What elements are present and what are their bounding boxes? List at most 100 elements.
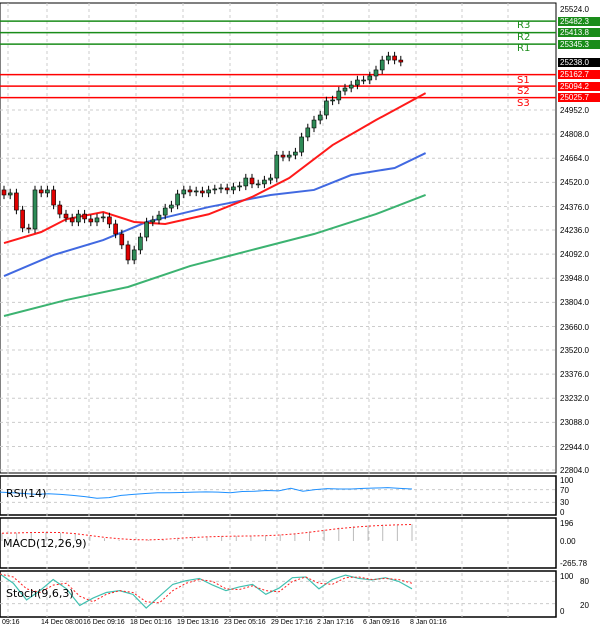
indicator-pane-frame: [0, 475, 557, 516]
candle-body: [181, 189, 187, 195]
pivot-price-tag: 25094.2: [558, 81, 600, 91]
candle-body: [7, 192, 13, 196]
stoch-label: Stoch(9,6,3): [6, 587, 74, 600]
stoch-d-line: [0, 573, 413, 604]
candle-body: [206, 189, 211, 194]
candle-body: [305, 127, 311, 138]
stoch-axis-label: 80: [580, 577, 589, 586]
candle-body: [373, 69, 379, 77]
pivot-label: R1: [517, 43, 531, 55]
current-price-tag: 25238.0: [558, 58, 600, 67]
candle-body: [392, 55, 397, 61]
candle-body: [175, 193, 180, 206]
pivot-label: S3: [517, 97, 530, 109]
candle-body: [398, 59, 404, 63]
candle-body: [330, 99, 335, 102]
price-tick-label: 23948.0: [560, 274, 589, 284]
pivot-price-tag: 25413.8: [558, 28, 600, 38]
candle-body: [311, 119, 317, 129]
price-tick-label: 24092.0: [560, 250, 589, 260]
candle-body: [88, 218, 94, 223]
candle-body: [156, 214, 162, 221]
price-tick-label: 23804.0: [560, 298, 589, 308]
time-tick-label: 19 Dec 13:16: [177, 619, 219, 626]
candle-body: [69, 217, 75, 223]
pivot-label: S2: [517, 86, 530, 98]
candle-body: [286, 154, 292, 158]
macd-signal-line: [1, 523, 413, 541]
candle-body: [1, 189, 7, 196]
candle-body: [144, 221, 149, 238]
candle-body: [63, 213, 69, 219]
price-tick-label: 25524.0: [560, 5, 589, 14]
candle-body: [76, 213, 81, 223]
candle-body: [32, 189, 38, 230]
candle-body: [193, 190, 199, 193]
time-tick-label: 8 Jan 01:16: [410, 619, 447, 626]
rsi-axis-label: 30: [560, 498, 569, 507]
rsi-label: RSI(14): [6, 487, 47, 500]
macd-axis-label: 0.00: [560, 537, 576, 546]
candle-body: [317, 114, 323, 121]
candle-body: [51, 189, 56, 206]
candle-body: [26, 227, 32, 230]
time-tick-label: 09:16: [2, 619, 20, 626]
candle-body: [100, 216, 106, 219]
pivot-label: R3: [517, 20, 531, 32]
rsi-axis-label: 70: [560, 486, 569, 495]
candle-body: [367, 75, 373, 81]
time-tick-label: 23 Dec 05:16: [224, 619, 266, 626]
price-tick-label: 24952.0: [560, 106, 589, 115]
candle-body: [348, 84, 354, 89]
price-tick-label: 23660.0: [560, 322, 589, 332]
candle-body: [324, 100, 329, 116]
candle-body: [355, 79, 360, 86]
candle-body: [107, 216, 112, 225]
candle-body: [379, 59, 385, 71]
indicator-pane-frame: [0, 570, 557, 618]
macd-axis-label: 196: [560, 519, 574, 528]
rsi-axis-label: 100: [560, 476, 574, 485]
candle-body: [218, 187, 224, 190]
macd-label: MACD(12,26,9): [3, 537, 87, 550]
stoch-axis-label: 20: [580, 601, 589, 610]
candle-body: [342, 87, 348, 92]
pivot-price-tag: 25025.7: [558, 93, 600, 103]
price-tick-label: 23520.0: [560, 346, 589, 355]
candle-body: [200, 190, 205, 194]
time-tick-label: 14 Dec 08:00: [41, 619, 83, 626]
candle-body: [57, 204, 63, 215]
candle-body: [361, 79, 366, 82]
price-tick-label: 24664.0: [560, 154, 589, 164]
candle-body: [20, 209, 25, 229]
candle-body: [82, 213, 87, 220]
price-tick-label: 23088.0: [560, 418, 589, 428]
candle-body: [299, 136, 304, 153]
candle-body: [119, 233, 125, 246]
time-tick-label: 18 Dec 01:16: [130, 619, 172, 626]
rsi-axis-label: 0: [560, 508, 565, 517]
rsi-line: [0, 487, 413, 499]
indicator-pane-frame: [0, 517, 557, 569]
candle-body: [162, 207, 168, 216]
stoch-k-line: [0, 573, 413, 609]
price-tick-label: 22944.0: [560, 442, 589, 452]
candle-body: [224, 187, 230, 191]
candle-body: [94, 217, 100, 223]
candle-body: [38, 189, 44, 194]
price-tick-label: 23232.0: [560, 394, 589, 404]
main-pane-frame: [0, 2, 557, 474]
candle-body: [336, 90, 342, 101]
time-tick-label: 6 Jan 09:16: [363, 619, 400, 626]
time-tick-label: 29 Dec 17:16: [271, 619, 313, 626]
candle-body: [212, 188, 218, 191]
pivot-label: R2: [517, 31, 531, 43]
candle-body: [280, 154, 286, 158]
moving-average-green: [3, 194, 426, 317]
candle-body: [113, 223, 118, 235]
macd-axis-label: -265.78: [560, 559, 588, 568]
candle-body: [249, 177, 255, 185]
candle-body: [255, 183, 261, 186]
